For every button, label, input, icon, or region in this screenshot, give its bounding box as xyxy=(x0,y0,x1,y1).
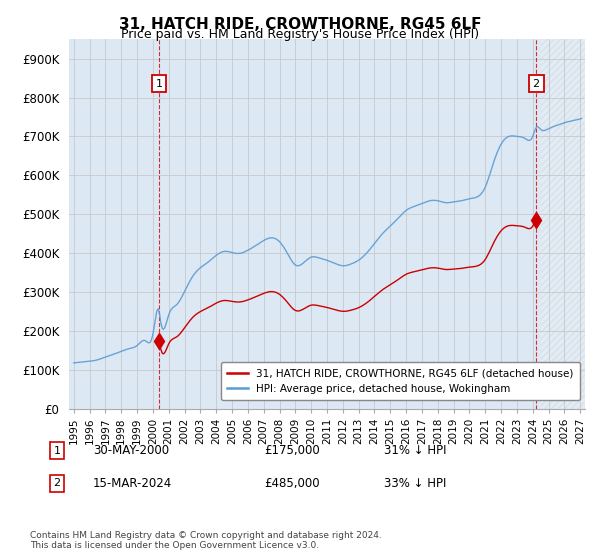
Text: 1: 1 xyxy=(155,78,163,88)
Legend: 31, HATCH RIDE, CROWTHORNE, RG45 6LF (detached house), HPI: Average price, detac: 31, HATCH RIDE, CROWTHORNE, RG45 6LF (de… xyxy=(221,362,580,400)
Text: 2: 2 xyxy=(533,78,539,88)
Text: 1: 1 xyxy=(53,446,61,456)
Text: Contains HM Land Registry data © Crown copyright and database right 2024.
This d: Contains HM Land Registry data © Crown c… xyxy=(30,530,382,550)
Bar xyxy=(69,39,541,409)
Text: 31% ↓ HPI: 31% ↓ HPI xyxy=(384,444,446,458)
Bar xyxy=(541,39,585,409)
Text: 15-MAR-2024: 15-MAR-2024 xyxy=(93,477,172,490)
Text: £175,000: £175,000 xyxy=(264,444,320,458)
Text: 30-MAY-2000: 30-MAY-2000 xyxy=(93,444,169,458)
Text: Price paid vs. HM Land Registry's House Price Index (HPI): Price paid vs. HM Land Registry's House … xyxy=(121,28,479,41)
Bar xyxy=(541,39,585,409)
Text: 2: 2 xyxy=(53,478,61,488)
Text: 31, HATCH RIDE, CROWTHORNE, RG45 6LF: 31, HATCH RIDE, CROWTHORNE, RG45 6LF xyxy=(119,17,481,32)
Text: £485,000: £485,000 xyxy=(264,477,320,490)
Text: 33% ↓ HPI: 33% ↓ HPI xyxy=(384,477,446,490)
